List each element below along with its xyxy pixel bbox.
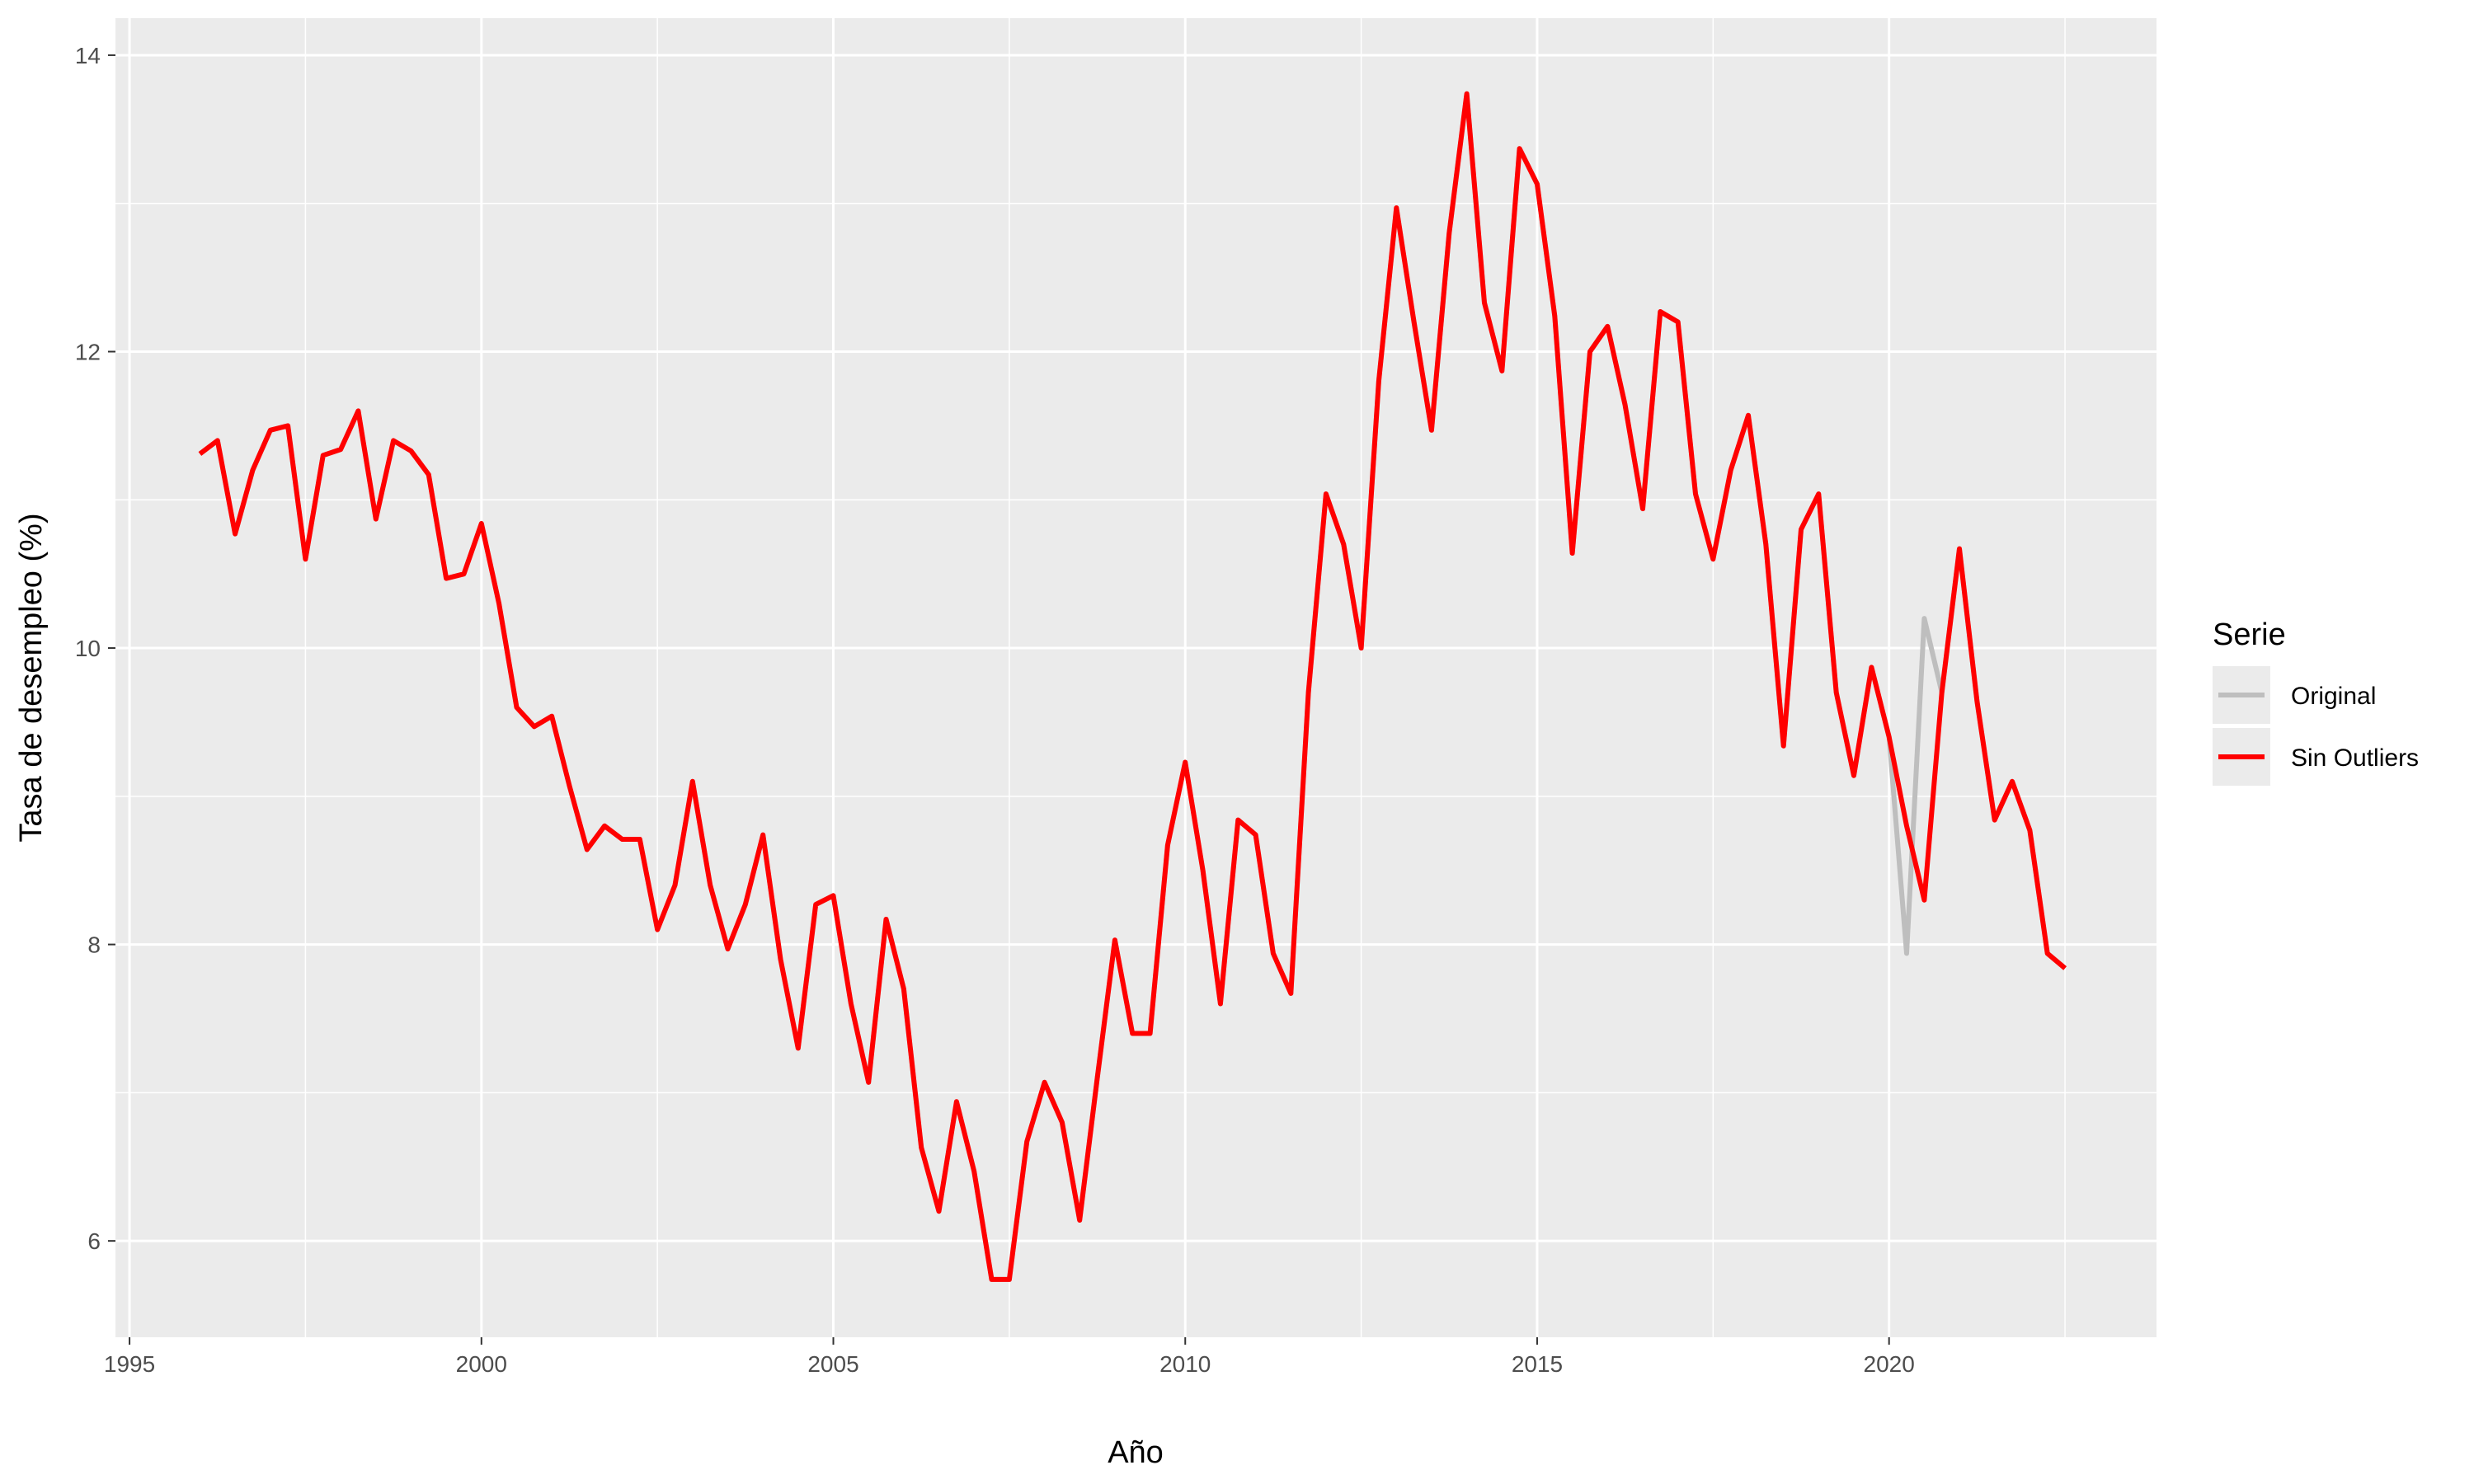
y-axis: 6 8 10 12 14: [75, 43, 115, 1254]
legend: Serie Original Sin Outliers: [2213, 618, 2419, 786]
x-tick-label: 2010: [1159, 1351, 1211, 1377]
x-axis-title: Año: [1108, 1435, 1164, 1470]
y-axis-title: Tasa de desempleo (%): [14, 513, 49, 842]
x-tick-label: 2005: [807, 1351, 858, 1377]
series-layer: [198, 91, 2067, 1282]
legend-label-original: Original: [2291, 683, 2376, 710]
series-line-sin-outliers: [198, 91, 2067, 1282]
x-axis: 1995 2000 2005 2010 2015 2020: [104, 1337, 1915, 1377]
x-tick-label: 2020: [1864, 1351, 1915, 1377]
y-tick-label: 6: [87, 1228, 101, 1254]
legend-title: Serie: [2213, 618, 2286, 652]
x-tick-label: 2000: [456, 1351, 507, 1377]
plot-panel: [115, 18, 2157, 1337]
x-tick-label: 2015: [1512, 1351, 1563, 1377]
y-tick-label: 12: [75, 339, 101, 364]
y-tick-label: 10: [75, 636, 101, 661]
x-tick-label: 1995: [104, 1351, 155, 1377]
legend-label-sin-outliers: Sin Outliers: [2291, 744, 2419, 772]
y-tick-label: 8: [87, 932, 101, 958]
y-tick-label: 14: [75, 43, 101, 68]
grid-major: [115, 18, 2157, 1337]
